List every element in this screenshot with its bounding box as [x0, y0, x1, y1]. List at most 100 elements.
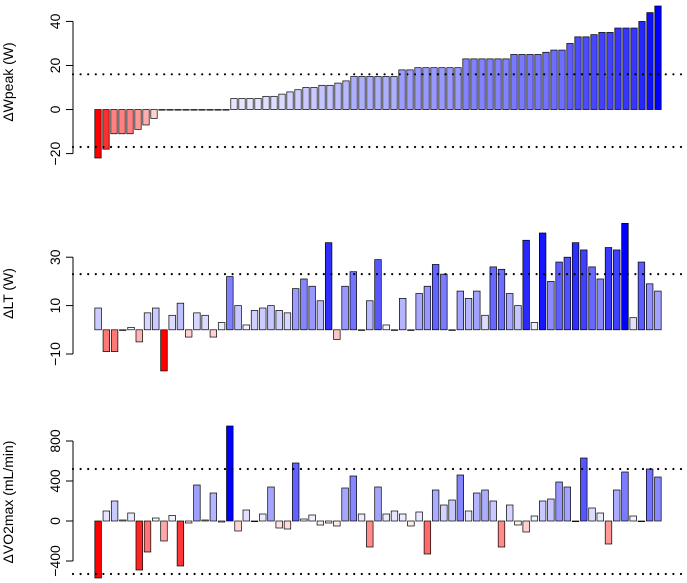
bar	[198, 109, 206, 111]
y-axis-label: ΔVO2max (mL/min)	[0, 441, 16, 564]
bar	[646, 12, 654, 110]
bar	[209, 329, 218, 338]
bar	[473, 290, 481, 331]
bar	[160, 520, 168, 542]
bar	[399, 513, 407, 522]
bar	[158, 109, 166, 111]
bar	[185, 520, 193, 524]
bar	[206, 109, 214, 111]
bar	[292, 288, 300, 331]
bar	[176, 302, 185, 331]
y-tick-label: 10	[47, 298, 63, 314]
bar	[530, 515, 539, 522]
bar	[166, 109, 174, 111]
y-tick-label: 0	[47, 105, 63, 113]
bar	[94, 520, 102, 579]
bar	[390, 76, 398, 110]
y-tick-label: 400	[47, 469, 63, 493]
bar	[481, 489, 489, 522]
bar	[374, 486, 382, 522]
bar	[382, 513, 390, 522]
bar	[558, 49, 566, 110]
bar	[316, 520, 325, 526]
bar	[406, 69, 414, 110]
bar	[486, 58, 494, 110]
bar	[538, 232, 547, 331]
bar	[366, 76, 374, 110]
bar	[259, 513, 267, 522]
bar	[190, 109, 198, 111]
bar	[174, 109, 182, 111]
bar	[275, 520, 283, 529]
bar	[286, 91, 294, 110]
bar	[193, 484, 201, 522]
bar	[637, 261, 646, 331]
bar	[646, 468, 654, 522]
bar	[110, 329, 119, 352]
bar	[357, 513, 366, 522]
bar	[150, 109, 158, 119]
bar	[209, 492, 218, 522]
bar	[333, 520, 341, 527]
bar	[497, 268, 506, 331]
bar	[613, 249, 621, 331]
panel-3: −400 0 400 800 ΔVO2max (mL/min)	[0, 425, 687, 579]
y-tick-label: 20	[47, 57, 63, 73]
bar	[622, 27, 630, 110]
bar	[582, 36, 590, 110]
bar	[555, 261, 563, 331]
bar	[440, 504, 448, 522]
bar	[464, 510, 473, 522]
bar	[300, 518, 308, 522]
bar	[302, 87, 310, 110]
bar	[522, 239, 530, 331]
bar	[201, 314, 209, 331]
bar	[176, 520, 185, 567]
bar	[308, 285, 316, 331]
bar	[590, 34, 598, 110]
bar	[275, 310, 283, 331]
bar	[234, 305, 242, 331]
bar	[621, 222, 629, 331]
bar	[134, 109, 142, 130]
y-tick-label: 0	[47, 517, 63, 525]
bar	[242, 324, 250, 331]
bar	[318, 84, 326, 110]
bar	[143, 312, 152, 331]
bar	[563, 486, 571, 522]
bar	[357, 329, 366, 331]
bar	[238, 98, 246, 110]
bar	[638, 21, 646, 110]
bar	[350, 76, 358, 110]
bar	[341, 285, 349, 331]
bar	[217, 520, 226, 523]
bar	[462, 58, 470, 110]
bar	[142, 109, 150, 126]
bar	[613, 489, 621, 522]
bar	[342, 80, 350, 110]
bar	[446, 67, 454, 110]
bar	[341, 487, 349, 522]
bar	[292, 462, 300, 522]
bar	[470, 58, 478, 110]
bar	[102, 329, 110, 352]
bar	[168, 314, 176, 331]
bar	[604, 247, 613, 331]
bar	[310, 87, 318, 110]
bar	[334, 82, 342, 110]
bar	[448, 499, 456, 522]
bar	[588, 266, 596, 331]
bar	[415, 293, 423, 331]
bar	[102, 510, 110, 522]
bar	[454, 67, 462, 110]
bar	[374, 76, 382, 110]
bar	[621, 471, 629, 522]
bar	[390, 510, 399, 522]
bar	[596, 512, 604, 522]
bar	[518, 54, 526, 110]
bar	[522, 520, 530, 533]
bar	[407, 329, 415, 331]
bar	[283, 312, 292, 331]
bar	[366, 300, 374, 331]
